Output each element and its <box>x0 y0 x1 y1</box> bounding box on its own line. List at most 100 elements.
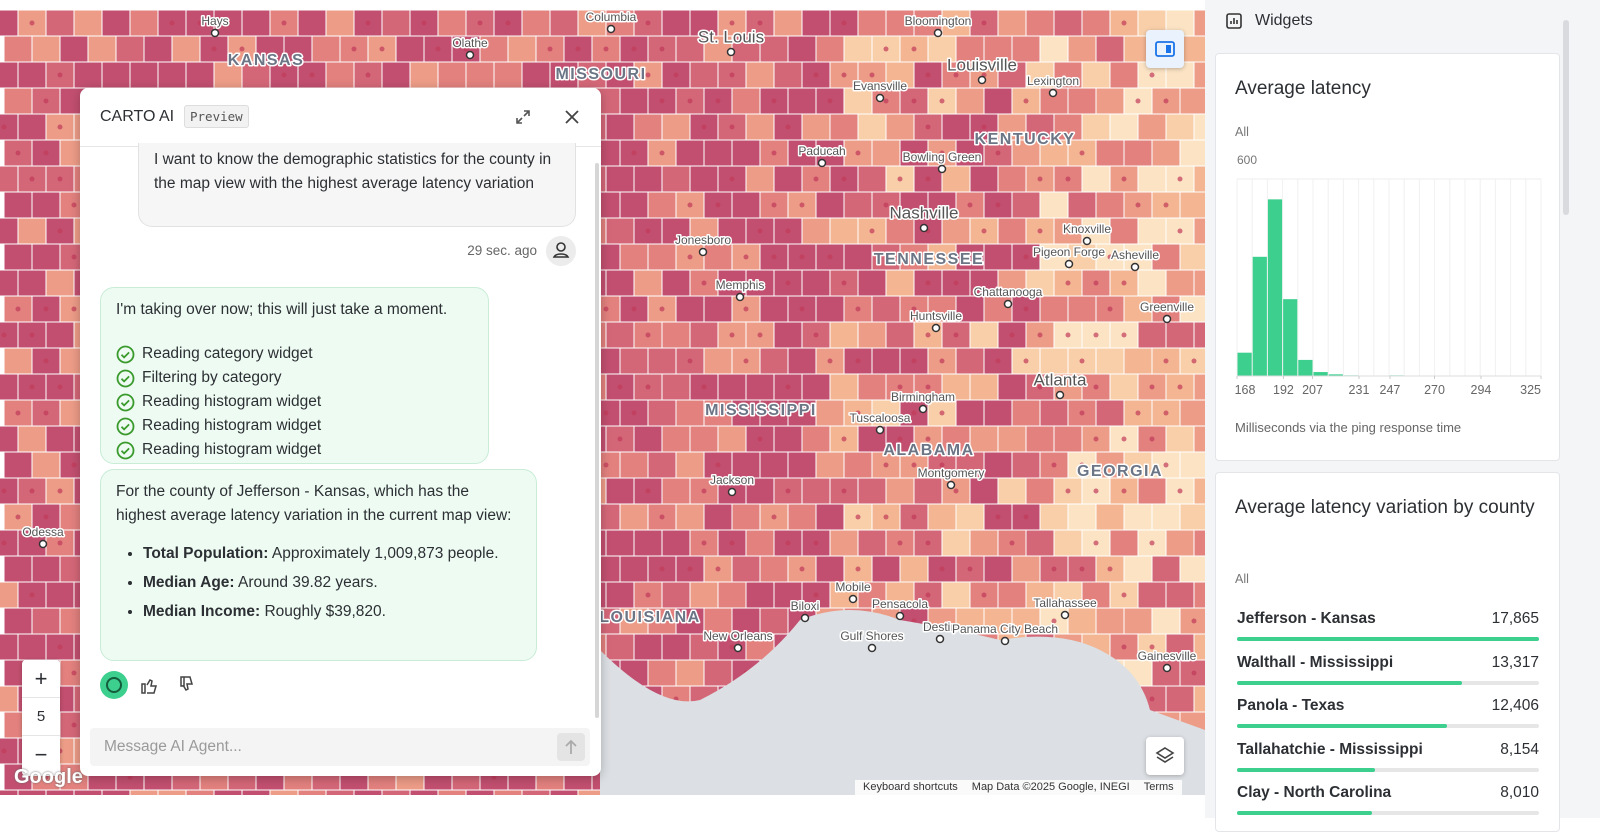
county <box>1165 113 1195 141</box>
answer-item: Median Income: Roughly $39,820. <box>143 597 521 626</box>
county <box>395 35 425 63</box>
county-centroid <box>1107 254 1113 260</box>
county <box>241 10 271 37</box>
county <box>549 789 579 795</box>
step-text: Reading histogram widget <box>142 417 322 434</box>
expand-button[interactable] <box>514 108 532 126</box>
county-centroid <box>1191 358 1197 364</box>
county-centroid <box>659 514 665 520</box>
county-centroid <box>1121 488 1127 494</box>
county <box>1179 139 1205 167</box>
gulf <box>600 610 1205 795</box>
panel-toggle[interactable] <box>1146 30 1184 68</box>
county <box>1193 217 1205 245</box>
county-centroid <box>645 488 651 494</box>
keyboard-shortcuts[interactable]: Keyboard shortcuts <box>863 781 958 793</box>
message-input[interactable]: Message AI Agent... <box>90 728 590 766</box>
county <box>465 789 495 795</box>
county <box>955 35 985 63</box>
county-centroid <box>911 410 917 416</box>
city-dot <box>933 28 943 38</box>
county-centroid <box>29 20 35 26</box>
county-centroid <box>603 306 609 312</box>
county <box>857 165 887 193</box>
county <box>675 503 705 531</box>
county <box>773 165 803 193</box>
county <box>829 529 859 557</box>
county <box>1179 503 1205 531</box>
county <box>745 165 775 193</box>
county <box>1025 10 1055 37</box>
county <box>829 113 859 141</box>
county <box>1011 191 1041 219</box>
county-centroid <box>1149 436 1155 442</box>
county <box>0 581 19 609</box>
county <box>731 191 761 219</box>
county-centroid <box>1051 462 1057 468</box>
county-centroid <box>43 514 49 520</box>
county-centroid <box>43 410 49 416</box>
county-centroid <box>883 514 889 520</box>
county <box>857 321 887 349</box>
step: Reading histogram widget <box>116 438 473 462</box>
close-button[interactable] <box>563 108 581 126</box>
send-button[interactable] <box>557 733 585 761</box>
county-centroid <box>953 20 959 26</box>
county <box>1179 555 1205 583</box>
item-label: Median Income: <box>143 603 261 620</box>
county-centroid <box>1065 280 1071 286</box>
terms[interactable]: Terms <box>1143 781 1174 793</box>
county <box>731 295 761 323</box>
county <box>913 477 943 505</box>
county-centroid <box>43 306 49 312</box>
city-label: Lexington <box>1027 74 1079 88</box>
county <box>801 10 831 37</box>
county <box>1039 503 1069 531</box>
county-centroid <box>925 332 931 338</box>
county <box>1193 113 1205 141</box>
county <box>1193 269 1205 297</box>
city-dot <box>1003 299 1013 309</box>
county-centroid <box>43 98 49 104</box>
county-centroid <box>715 202 721 208</box>
county <box>801 373 831 401</box>
county <box>647 399 677 427</box>
county-centroid <box>1065 488 1071 494</box>
x-tick-label: 247 <box>1380 383 1401 397</box>
city-label: Olathe <box>452 36 488 50</box>
widget-caption: Milliseconds via the ping response time <box>1235 420 1462 435</box>
county <box>759 451 789 479</box>
timestamp: 29 sec. ago <box>467 243 537 258</box>
county <box>675 295 705 323</box>
county-centroid <box>743 254 749 260</box>
layers-button[interactable] <box>1146 737 1184 775</box>
county <box>759 607 789 635</box>
map-logo: Google <box>14 766 83 788</box>
county <box>437 789 467 795</box>
county-centroid <box>799 566 805 572</box>
county <box>213 789 243 795</box>
county <box>1109 113 1139 141</box>
city-label: Bowling Green <box>903 150 982 164</box>
thumbs-down[interactable] <box>180 676 193 691</box>
county <box>1053 425 1083 453</box>
zoom-in[interactable]: + <box>22 660 60 698</box>
county <box>661 477 691 505</box>
county <box>619 243 649 271</box>
county-centroid <box>1135 410 1141 416</box>
county-centroid <box>1135 202 1141 208</box>
county-centroid <box>687 98 693 104</box>
thumbs-up[interactable] <box>141 679 157 694</box>
county <box>1165 321 1195 349</box>
county <box>605 61 635 89</box>
county-centroid <box>687 254 693 260</box>
county <box>143 35 173 63</box>
state-label: MISSOURI <box>555 66 646 83</box>
county <box>381 789 411 795</box>
county <box>409 61 439 89</box>
city-dot <box>946 480 956 490</box>
zoom-out[interactable]: − <box>34 742 48 767</box>
county-centroid <box>1121 332 1127 338</box>
county <box>787 295 817 323</box>
county <box>647 607 677 635</box>
